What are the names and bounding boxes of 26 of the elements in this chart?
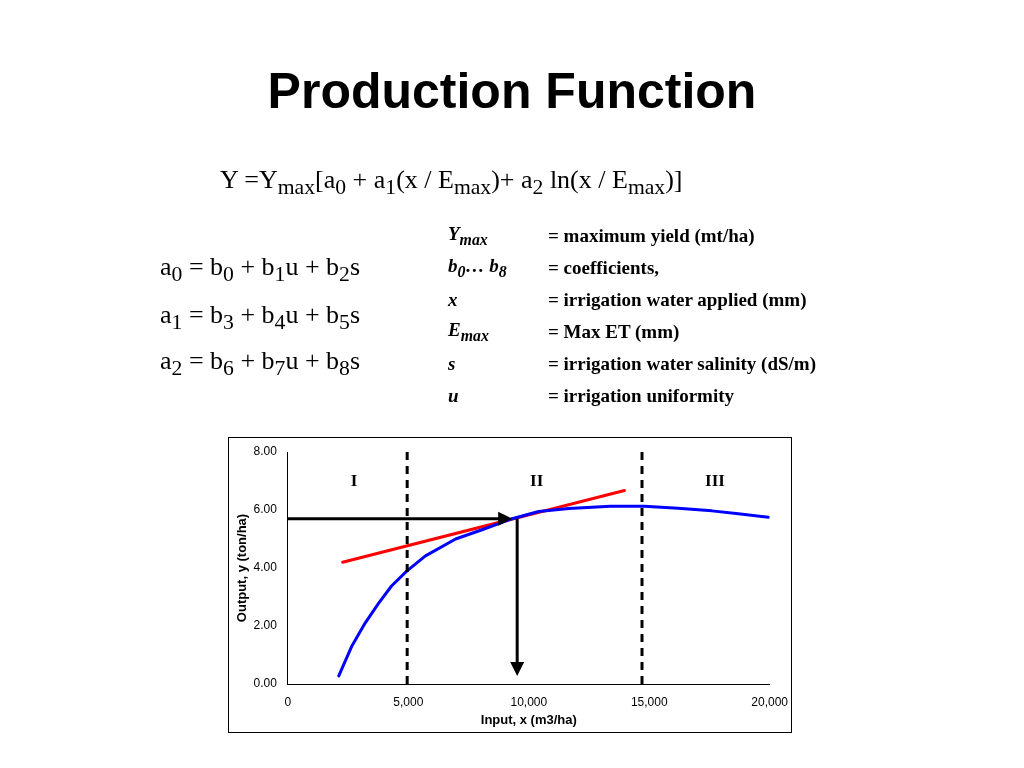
text: a$_{1}$ = b$_{3}$ + b$_{4}$u + b$_{5}$s xyxy=(160,300,360,335)
x-tick-label: 5,000 xyxy=(393,694,424,709)
text: Y =Y$_{max}$[a$_{0}$ + a$_{1}$(x / E$_{max}$)+ a$_{2}$ ln(x / E$_{max}$)] xyxy=(220,165,683,200)
text: u = irrigation uniformity xyxy=(448,384,735,406)
text: a$_{0}$ = b$_{0}$ + b$_{1}$u + b$_{2}$s xyxy=(160,252,360,287)
text: a$_{2}$ = b$_{6}$ + b$_{7}$u + b$_{8}$s xyxy=(160,346,360,381)
x-tick-label: 15,000 xyxy=(630,694,668,709)
y-tick-label: 6.00 xyxy=(253,502,278,517)
annotation: I xyxy=(350,471,358,491)
x-tick-label: 10,000 xyxy=(510,694,548,709)
x-tick-label: 0 xyxy=(284,694,292,709)
text: x = irrigation water applied (mm) xyxy=(448,288,807,310)
text: E$_{max}$ = Max ET (mm) xyxy=(448,318,680,344)
text: b$_{0}$… b$_{8}$ = coefficients, xyxy=(448,254,660,280)
chart-title: Production Function xyxy=(266,62,758,120)
annotation: III xyxy=(705,471,725,491)
text: Y$_{max}$ = maximum yield (mt/ha) xyxy=(448,222,755,248)
x-tick-label: 20,000 xyxy=(751,694,789,709)
y-tick-label: 8.00 xyxy=(253,444,278,459)
text: s = irrigation water salinity (dS/m) xyxy=(448,352,817,374)
y-tick-label: 4.00 xyxy=(253,560,278,575)
y-tick-label: 0.00 xyxy=(253,676,278,691)
y-axis-title: Output, y (ton/ha) xyxy=(234,513,250,623)
x-axis-title: Input, x (m3/ha) xyxy=(480,711,577,727)
annotation: II xyxy=(530,471,544,491)
y-tick-label: 2.00 xyxy=(253,618,278,633)
